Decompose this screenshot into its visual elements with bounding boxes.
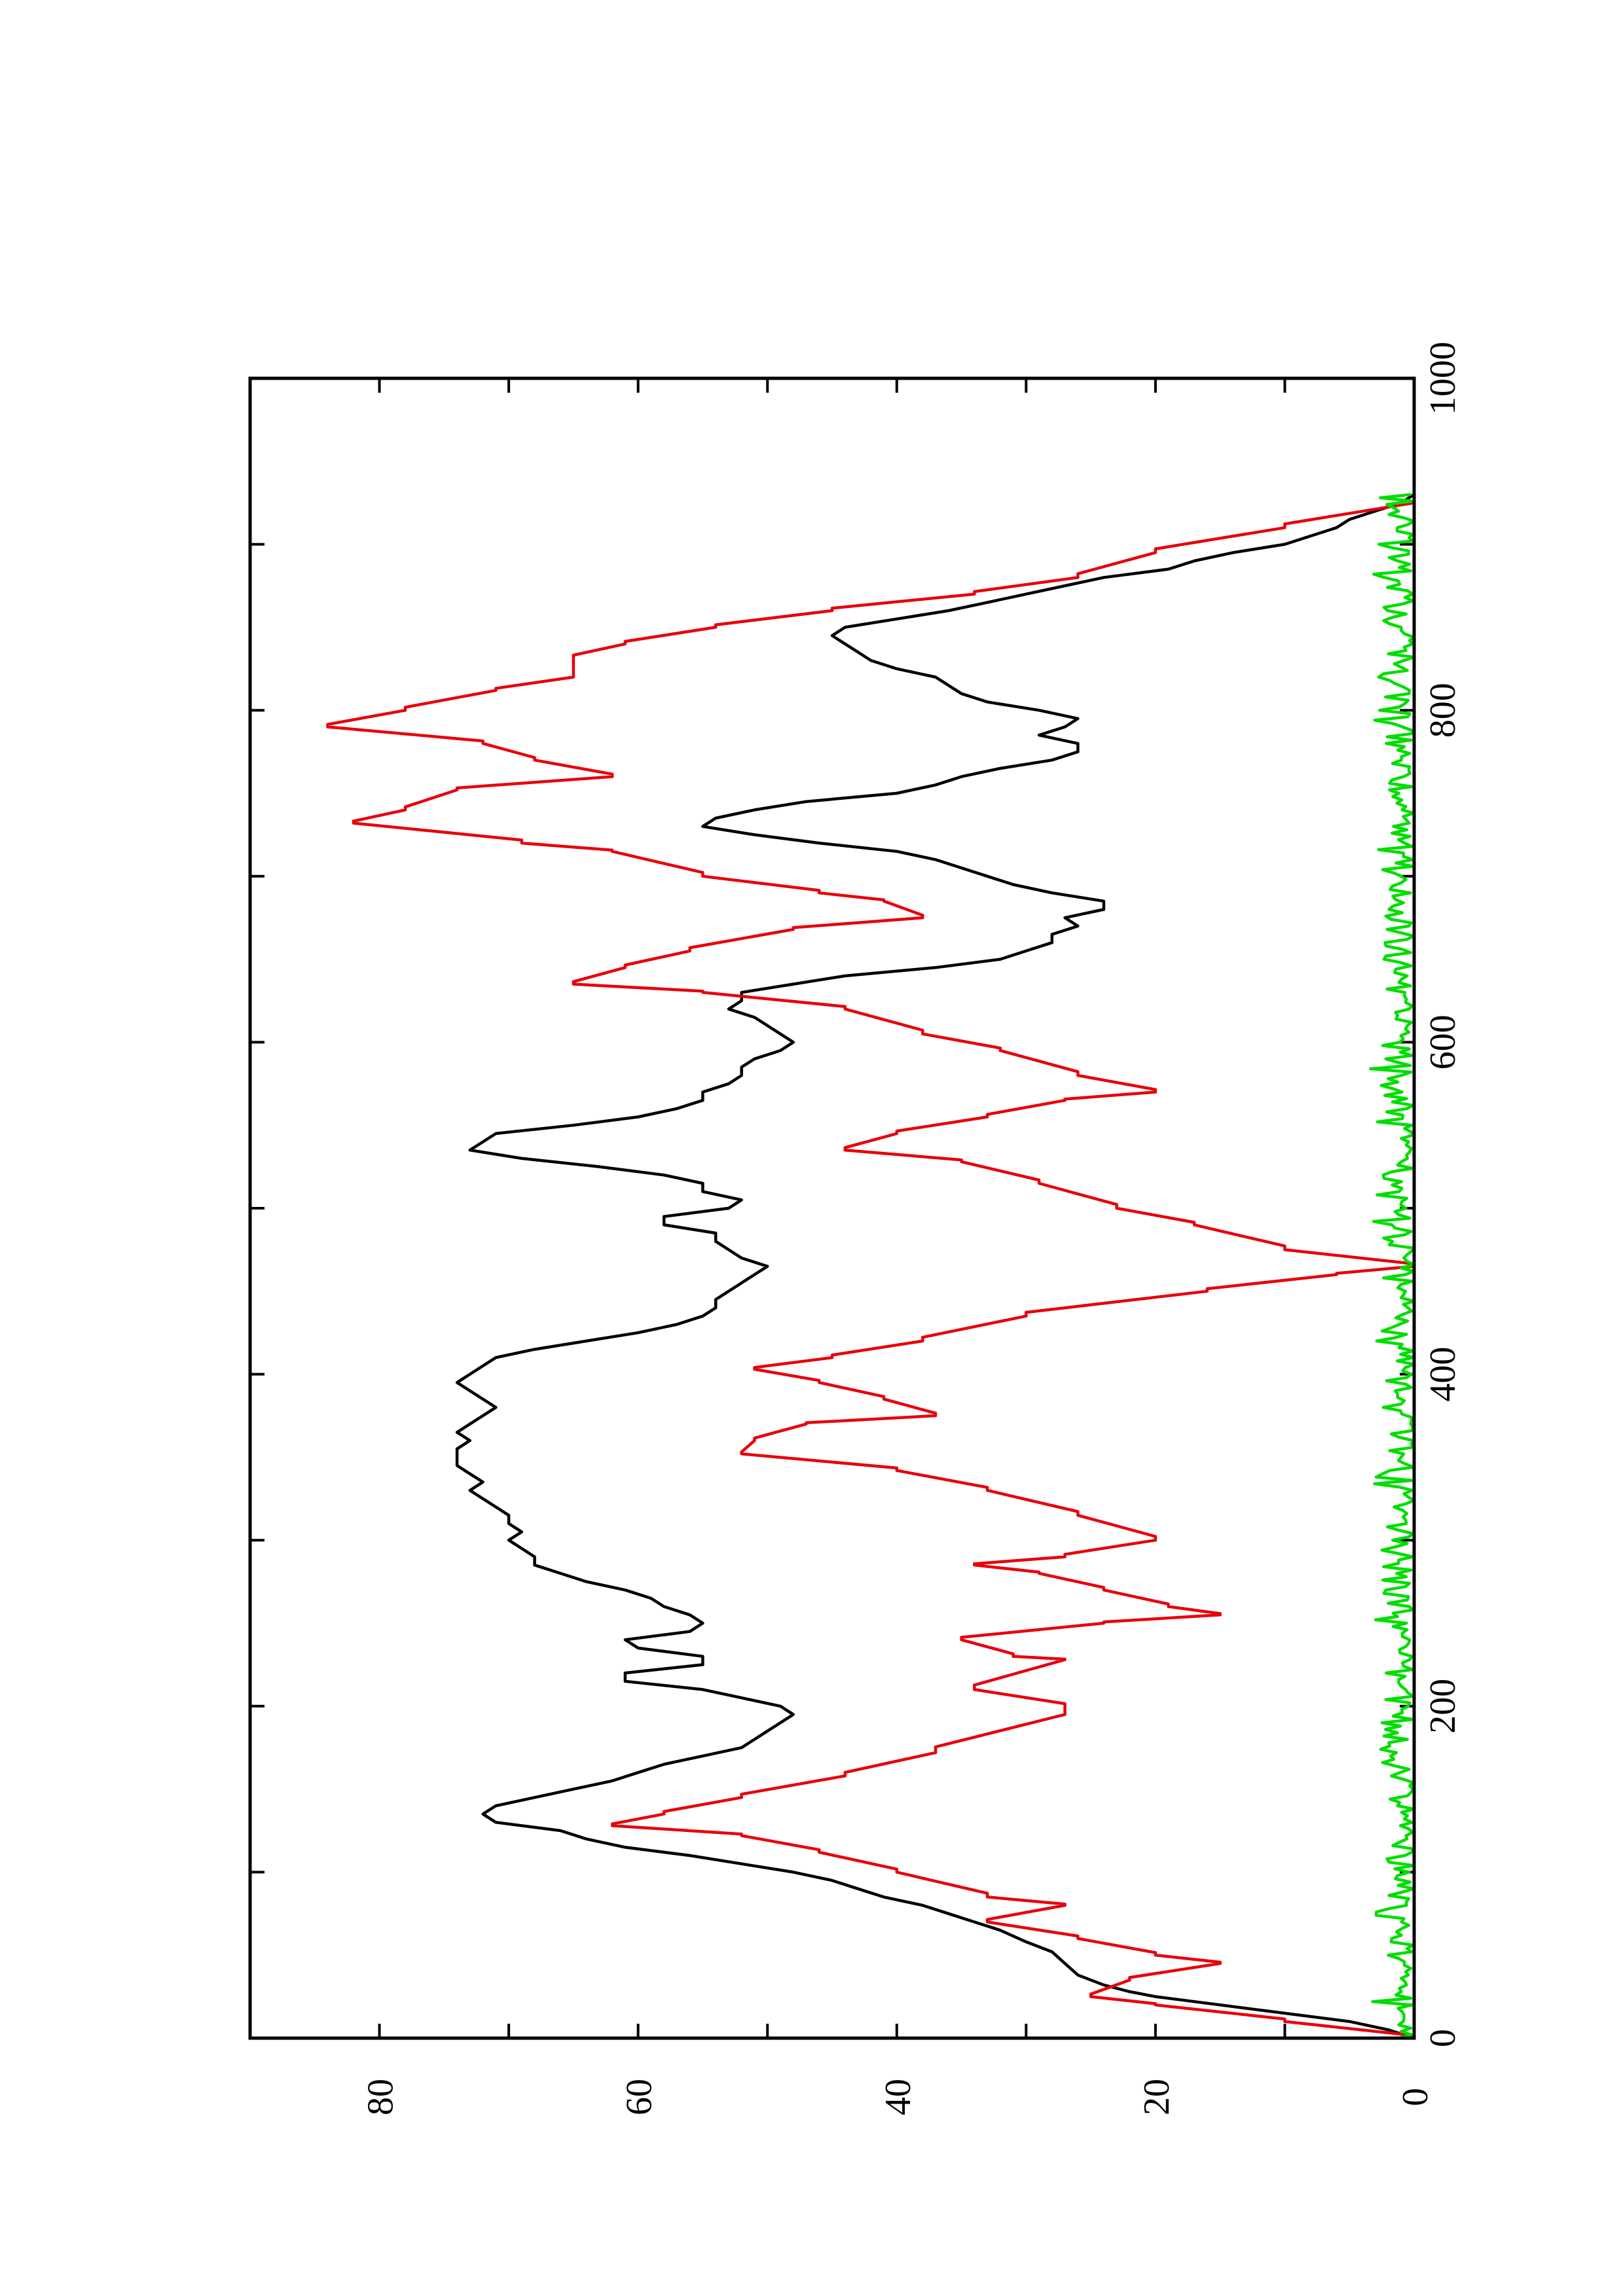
x-tick-label: 1000 xyxy=(1423,342,1463,415)
y-tick-label: 20 xyxy=(1137,2079,1177,2115)
series-line-0 xyxy=(455,493,1415,2040)
axis-ticks xyxy=(250,377,1415,2039)
x-tick-label: 200 xyxy=(1423,1679,1463,1734)
y-tick-label: 40 xyxy=(878,2079,919,2115)
x-tick-label: 400 xyxy=(1423,1347,1463,1402)
series-line-2 xyxy=(1368,493,1416,2040)
y-tick-label: 0 xyxy=(1395,2088,1436,2106)
x-tick-label: 0 xyxy=(1423,2029,1463,2047)
x-tick-label: 600 xyxy=(1423,1014,1463,1069)
tick-labels: 0 200 400 600 800 1000 0 20 40 60 80 xyxy=(361,342,1463,2115)
x-tick-label: 800 xyxy=(1423,683,1463,738)
series-line-1 xyxy=(326,501,1416,2038)
plot-frame xyxy=(248,376,1416,2040)
series-lines xyxy=(326,493,1416,2040)
y-tick-label: 80 xyxy=(361,2079,401,2115)
y-tick-label: 60 xyxy=(619,2079,660,2115)
